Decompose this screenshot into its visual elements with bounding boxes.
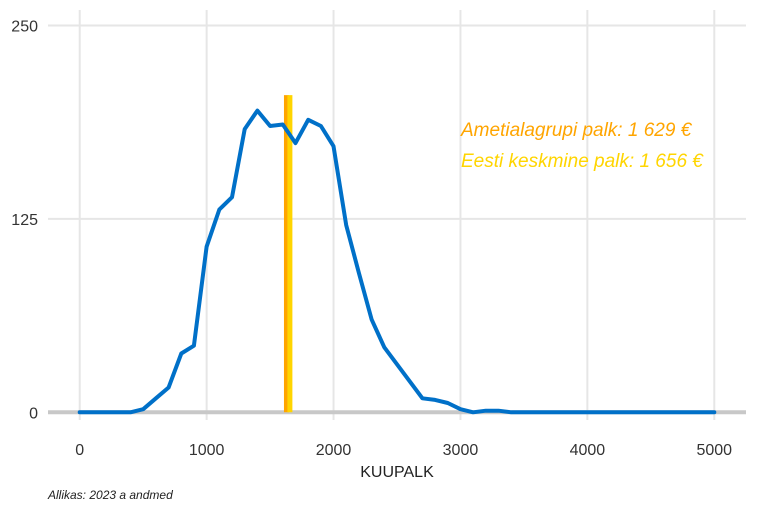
x-tick-label-1: 1000 <box>189 442 225 459</box>
y-tick-label-0: 0 <box>29 405 38 422</box>
annotation-estonia-average-salary: Eesti keskmine palk: 1 656 € <box>461 151 704 172</box>
series-lines <box>77 108 717 415</box>
series-line-0 <box>77 108 717 415</box>
x-tick-label-5: 5000 <box>696 442 732 459</box>
x-tick-label-2: 2000 <box>316 442 352 459</box>
x-tick-label-0: 0 <box>75 442 84 459</box>
annotation-group-salary: Ametialagrupi palk: 1 629 € <box>460 120 693 141</box>
x-tick-label-3: 3000 <box>443 442 479 459</box>
x-tick-label-4: 4000 <box>570 442 606 459</box>
y-tick-label-1: 125 <box>11 212 38 229</box>
grid <box>48 10 746 420</box>
source-caption: Allikas: 2023 a andmed <box>48 488 173 502</box>
reference-lines <box>283 95 293 413</box>
tick-labels: 0 1000 2000 3000 4000 5000 0 125 250 <box>11 18 732 459</box>
y-tick-label-2: 250 <box>11 18 38 35</box>
x-axis-label: KUUPALK <box>360 464 434 481</box>
